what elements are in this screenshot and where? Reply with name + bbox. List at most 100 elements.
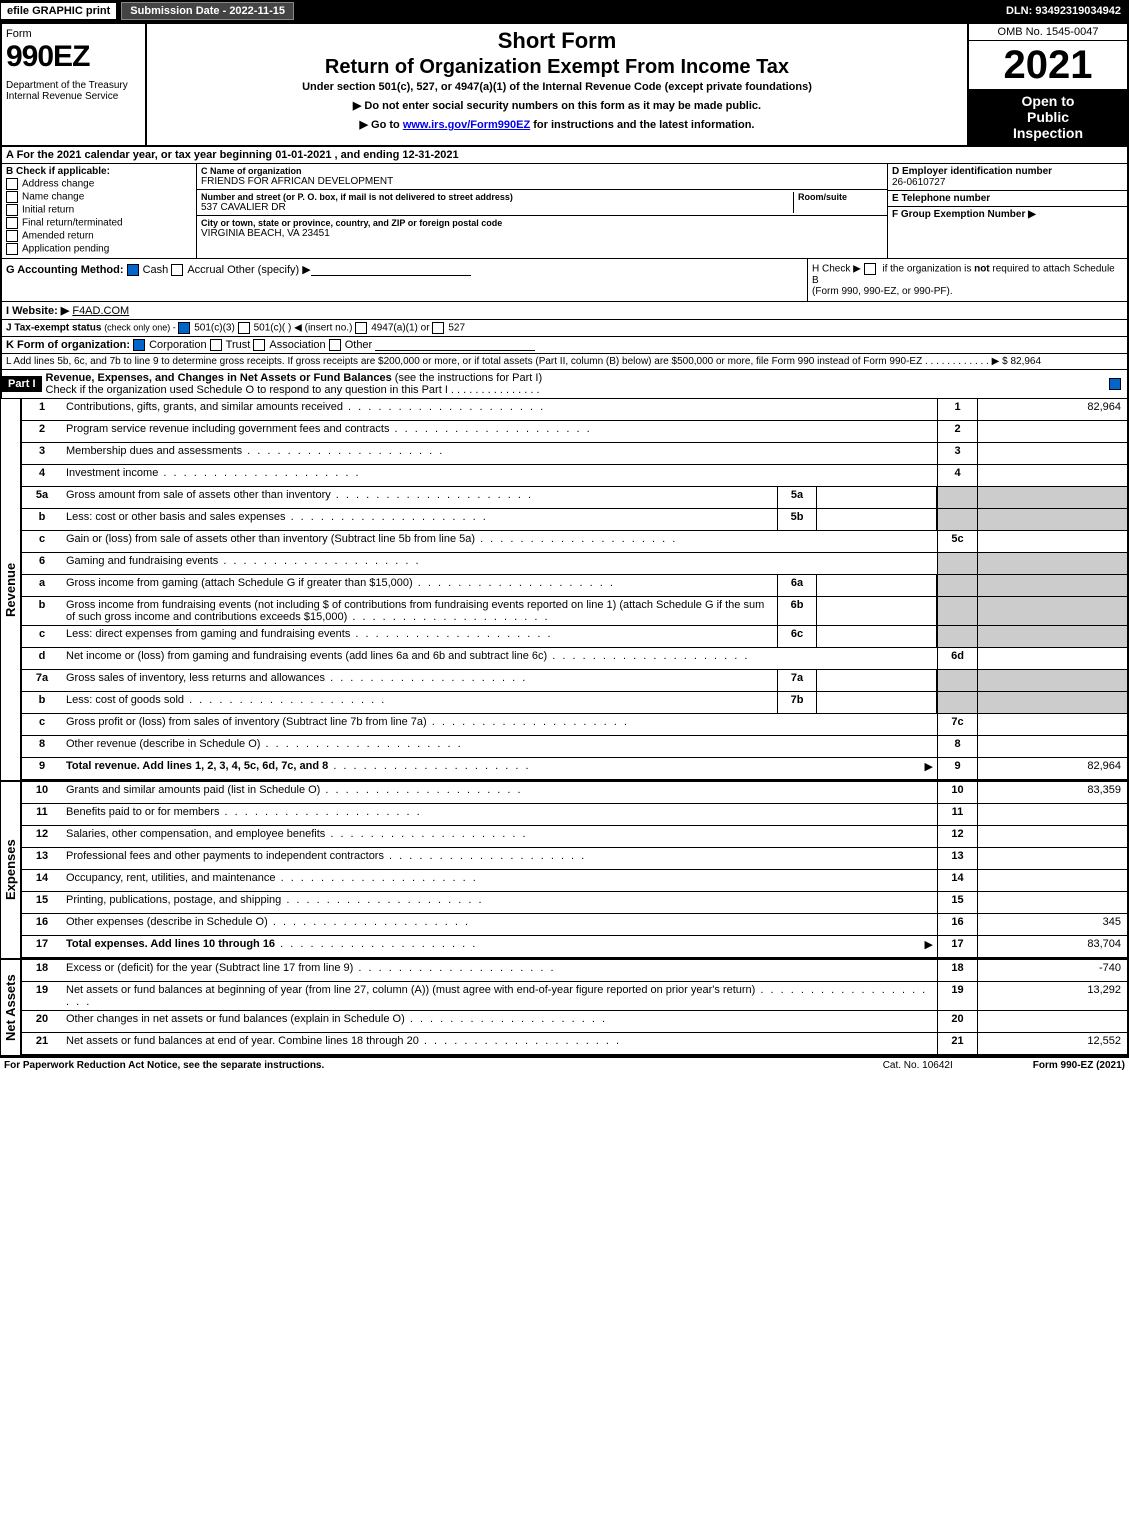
chk-501c3[interactable] <box>178 322 190 334</box>
line-num: 2 <box>22 421 62 442</box>
j-o4: 527 <box>448 323 465 334</box>
col-b: B Check if applicable: Address change Na… <box>2 164 197 258</box>
chk-other[interactable] <box>329 339 341 351</box>
sub-lbl: 7a <box>777 670 817 691</box>
chk-amended-return[interactable]: Amended return <box>6 230 192 242</box>
line-desc: Contributions, gifts, grants, and simila… <box>62 399 937 420</box>
section-a: A For the 2021 calendar year, or tax yea… <box>0 147 1129 164</box>
chk-accrual[interactable] <box>171 264 183 276</box>
irs-link[interactable]: www.irs.gov/Form990EZ <box>403 119 530 131</box>
line-desc: Net assets or fund balances at beginning… <box>62 982 937 1010</box>
sub-val <box>817 692 937 713</box>
line-num: 20 <box>22 1011 62 1032</box>
col-val: 83,704 <box>977 936 1127 957</box>
line-num: 15 <box>22 892 62 913</box>
col-val <box>977 714 1127 735</box>
line-desc: Less: direct expenses from gaming and fu… <box>62 626 777 647</box>
k-other-line[interactable] <box>375 350 535 351</box>
line-5a: 5aGross amount from sale of assets other… <box>22 487 1127 509</box>
line-desc: Gross income from fundraising events (no… <box>62 597 777 625</box>
chk-trust[interactable] <box>210 339 222 351</box>
sub-lbl: 5b <box>777 509 817 530</box>
chk-name-change[interactable]: Name change <box>6 191 192 203</box>
chk-4947[interactable] <box>355 322 367 334</box>
line-12: 12Salaries, other compensation, and empl… <box>22 826 1127 848</box>
line-desc: Total revenue. Add lines 1, 2, 3, 4, 5c,… <box>62 758 937 779</box>
chk-address-change[interactable]: Address change <box>6 178 192 190</box>
h-t1: H Check ▶ <box>812 264 864 275</box>
line-num: 5a <box>22 487 62 508</box>
col-num: 18 <box>937 960 977 981</box>
col-val: 82,964 <box>977 758 1127 779</box>
k-corp: Corporation <box>149 339 206 351</box>
grey <box>977 692 1127 713</box>
col-num: 12 <box>937 826 977 847</box>
line-num: b <box>22 509 62 530</box>
section-gh: G Accounting Method: Cash Accrual Other … <box>0 259 1129 302</box>
submission-date: Submission Date - 2022-11-15 <box>121 2 294 20</box>
grey <box>937 575 977 596</box>
grey <box>937 670 977 691</box>
part-i-title-sub: (see the instructions for Part I) <box>395 372 542 384</box>
line-6: 6Gaming and fundraising events <box>22 553 1127 575</box>
part-i-check-txt: Check if the organization used Schedule … <box>46 384 448 396</box>
line-2: 2Program service revenue including gover… <box>22 421 1127 443</box>
sub-val <box>817 509 937 530</box>
col-val <box>977 826 1127 847</box>
line-21: 21Net assets or fund balances at end of … <box>22 1033 1127 1055</box>
header-middle: Short Form Return of Organization Exempt… <box>147 24 967 145</box>
chk-527[interactable] <box>432 322 444 334</box>
chk-cash[interactable] <box>127 264 139 276</box>
omb-number: OMB No. 1545-0047 <box>969 24 1127 41</box>
g-col: G Accounting Method: Cash Accrual Other … <box>2 259 807 301</box>
h-not: not <box>974 264 990 275</box>
chk-final-return[interactable]: Final return/terminated <box>6 217 192 229</box>
chk-501c[interactable] <box>238 322 250 334</box>
j-o1: 501(c)(3) <box>194 323 235 334</box>
grey <box>977 597 1127 625</box>
chk-h[interactable] <box>864 263 876 275</box>
l-val: 82,964 <box>1010 356 1041 367</box>
d-block: D Employer identification number 26-0610… <box>888 164 1127 191</box>
grey <box>937 626 977 647</box>
col-num: 7c <box>937 714 977 735</box>
revenue-body: 1Contributions, gifts, grants, and simil… <box>20 399 1129 780</box>
footer-catno: Cat. No. 10642I <box>883 1060 953 1071</box>
col-num: 6d <box>937 648 977 669</box>
chk-corp[interactable] <box>133 339 145 351</box>
sub-lbl: 5a <box>777 487 817 508</box>
efile-print-label[interactable]: efile GRAPHIC print <box>0 2 117 20</box>
line-num: 10 <box>22 782 62 803</box>
header-right: OMB No. 1545-0047 2021 Open to Public In… <box>967 24 1127 145</box>
g-other-line[interactable] <box>311 275 471 276</box>
sub-lbl: 6c <box>777 626 817 647</box>
line-11: 11Benefits paid to or for members11 <box>22 804 1127 826</box>
netassets-body: 18Excess or (deficit) for the year (Subt… <box>20 960 1129 1055</box>
line-8: 8Other revenue (describe in Schedule O)8 <box>22 736 1127 758</box>
line-desc: Other expenses (describe in Schedule O) <box>62 914 937 935</box>
col-val: 13,292 <box>977 982 1127 1010</box>
col-val <box>977 465 1127 486</box>
col-def: D Employer identification number 26-0610… <box>887 164 1127 258</box>
line-6a: aGross income from gaming (attach Schedu… <box>22 575 1127 597</box>
tax-year: 2021 <box>969 41 1127 89</box>
line-19: 19Net assets or fund balances at beginni… <box>22 982 1127 1011</box>
col-num: 5c <box>937 531 977 552</box>
chk-application-pending[interactable]: Application pending <box>6 243 192 255</box>
col-c: C Name of organization FRIENDS FOR AFRIC… <box>197 164 887 258</box>
c-name-block: C Name of organization FRIENDS FOR AFRIC… <box>197 164 887 190</box>
line-num: 1 <box>22 399 62 420</box>
c-city-lbl: City or town, state or province, country… <box>201 218 883 228</box>
col-val: 345 <box>977 914 1127 935</box>
c-street-lbl: Number and street (or P. O. box, if mail… <box>201 192 793 202</box>
col-num: 4 <box>937 465 977 486</box>
line-num: b <box>22 597 62 625</box>
line-num: 12 <box>22 826 62 847</box>
chk-part-i-scho[interactable] <box>1109 378 1121 390</box>
f-lbl: F Group Exemption Number ▶ <box>892 209 1123 220</box>
sub-val <box>817 487 937 508</box>
chk-assoc[interactable] <box>253 339 265 351</box>
chk-initial-return[interactable]: Initial return <box>6 204 192 216</box>
col-num: 2 <box>937 421 977 442</box>
dept-label: Department of the Treasury Internal Reve… <box>6 80 141 102</box>
